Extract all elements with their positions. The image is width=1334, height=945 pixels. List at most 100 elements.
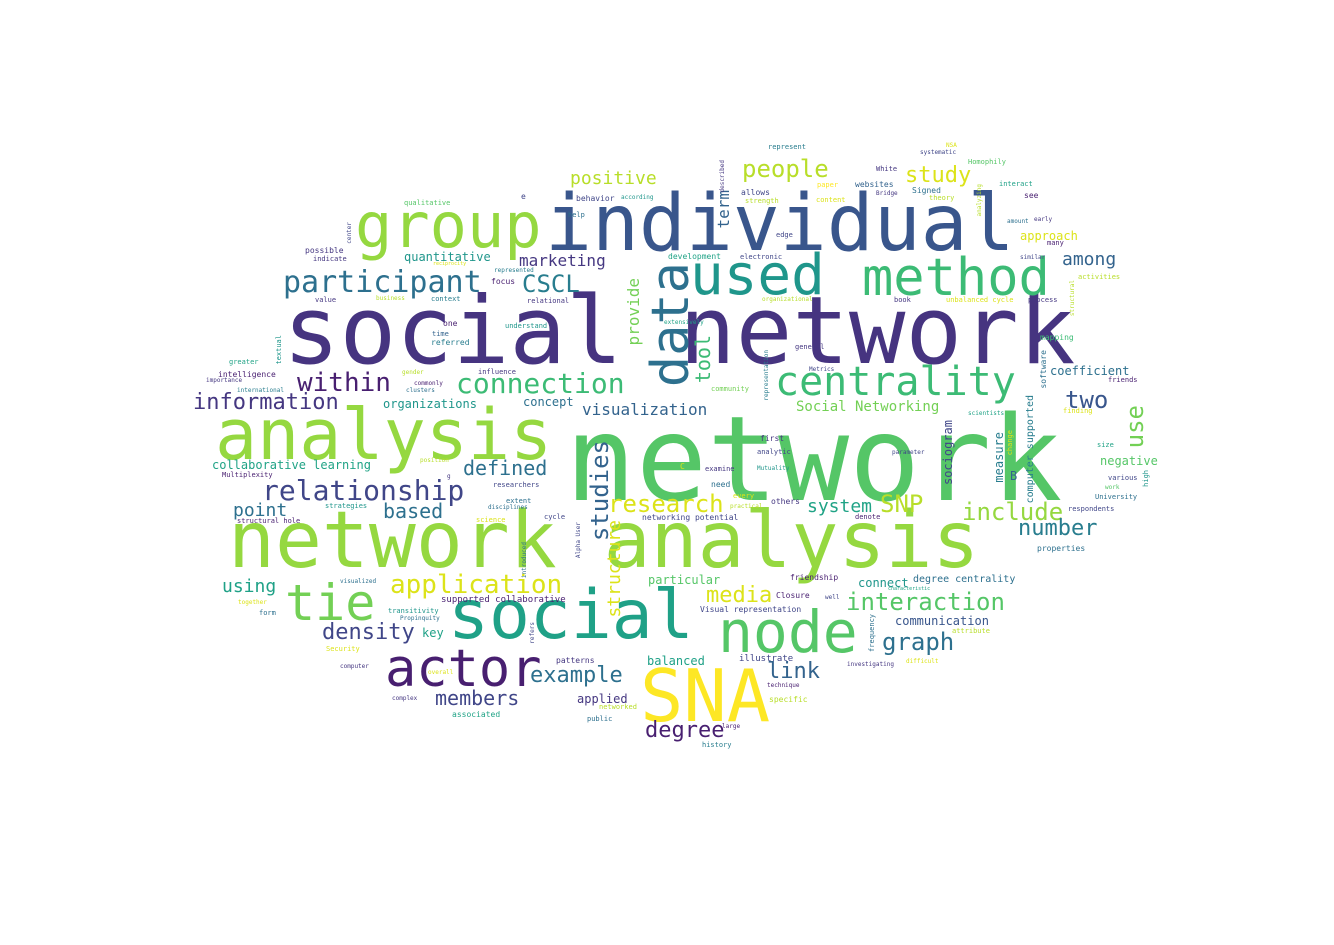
cloud-word: understand: [505, 322, 548, 330]
cloud-word: one: [443, 319, 458, 328]
cloud-word: communication: [895, 614, 989, 628]
cloud-word: network analysis: [228, 496, 980, 586]
cloud-word: together: [238, 599, 267, 606]
cloud-word: analyzing: [976, 184, 983, 217]
cloud-word: websites: [855, 180, 894, 189]
cloud-word: large: [722, 723, 741, 730]
cloud-word: friends: [1108, 376, 1138, 384]
cloud-word: collaborative learning: [212, 458, 371, 472]
cloud-word: respondents: [1068, 505, 1115, 513]
cloud-word: Signed: [912, 186, 941, 195]
cloud-word: need: [711, 480, 731, 489]
cloud-word: importance: [206, 377, 243, 384]
cloud-word: position: [420, 457, 449, 464]
cloud-word: used: [690, 243, 825, 308]
cloud-word: electronic: [740, 253, 783, 261]
cloud-word: Alpha User: [575, 522, 582, 559]
cloud-word: network: [565, 390, 1063, 528]
cloud-word: key: [422, 626, 444, 640]
cloud-word: particular: [648, 573, 721, 587]
cloud-word: development: [668, 252, 721, 261]
cloud-word: supported collaborative: [441, 595, 566, 605]
cloud-word: term: [714, 190, 733, 229]
cloud-word: White: [876, 165, 898, 173]
cloud-word: Multiplexity: [222, 471, 273, 479]
cloud-word: tool: [691, 335, 715, 384]
cloud-word: behavior: [576, 194, 615, 203]
cloud-word: theory: [929, 194, 955, 202]
cloud-word: defined: [463, 456, 548, 480]
cloud-word: within: [297, 368, 391, 398]
cloud-word: strategies: [325, 502, 368, 510]
cloud-word: researchers: [493, 481, 540, 489]
cloud-word: organizations: [383, 397, 477, 411]
cloud-word: relational: [527, 297, 570, 305]
cloud-word: positive: [570, 168, 657, 189]
cloud-word: characteristic: [888, 586, 931, 592]
cloud-word: history: [702, 741, 732, 749]
cloud-word: influence: [478, 368, 516, 376]
cloud-word: mapping: [1040, 333, 1074, 342]
cloud-word: tie: [285, 574, 376, 632]
cloud-word: individual: [545, 179, 1015, 269]
cloud-word: relationship: [262, 474, 465, 507]
cloud-word: analysis: [215, 394, 553, 476]
cloud-word: C: [680, 462, 685, 471]
cloud-word: node: [718, 598, 858, 666]
cloud-word: Visual representation: [700, 605, 802, 614]
cloud-word: members: [435, 686, 520, 710]
cloud-word: Homophily: [968, 158, 1006, 166]
cloud-word: media: [706, 583, 773, 608]
cloud-word: science: [476, 516, 506, 524]
cloud-word: finding: [1063, 407, 1093, 415]
cloud-word: g: [447, 473, 451, 480]
cloud-word: Propinquity: [400, 615, 440, 622]
cloud-word: transitivity: [388, 607, 439, 615]
cloud-word: information: [193, 390, 339, 415]
cloud-word: content: [816, 196, 846, 204]
cloud-word: various: [1108, 474, 1138, 482]
cloud-word: represent: [768, 143, 806, 151]
cloud-word: practical: [730, 503, 763, 510]
cloud-word: amount: [1007, 218, 1029, 225]
cloud-word: book: [894, 296, 911, 304]
cloud-word: properties: [1037, 544, 1086, 553]
cloud-word: point: [233, 500, 288, 521]
cloud-word: investigating: [847, 661, 894, 668]
cloud-word: example: [530, 663, 623, 688]
cloud-word: commonly: [414, 380, 443, 387]
cloud-word: many: [1047, 239, 1064, 247]
cloud-word: first: [760, 434, 785, 443]
cloud-word: networking potential: [642, 513, 739, 522]
cloud-word: technique: [767, 682, 800, 689]
cloud-word: scientists: [968, 410, 1005, 417]
cloud-word: e: [521, 192, 526, 201]
cloud-word: organizational: [762, 296, 813, 303]
cloud-word: reciprocity: [433, 261, 467, 267]
cloud-word: intelligence: [218, 370, 276, 379]
cloud-word: early: [1034, 216, 1053, 223]
cloud-word: center: [346, 222, 353, 244]
cloud-word: structural hole: [237, 517, 301, 525]
cloud-word: possible: [305, 246, 344, 255]
cloud-word: computer: [340, 663, 369, 670]
cloud-word: CSCL: [522, 270, 580, 298]
cloud-word: time: [432, 330, 449, 338]
cloud-word: B: [1010, 469, 1018, 483]
cloud-word: gender: [402, 369, 424, 376]
cloud-word: denote: [855, 513, 881, 521]
cloud-word: group: [355, 189, 542, 262]
cloud-word: represented: [494, 267, 534, 274]
cloud-word: structure: [604, 520, 625, 618]
cloud-word: value: [315, 296, 337, 304]
cloud-word: interaction: [846, 588, 1005, 616]
cloud-word: complex: [392, 695, 418, 702]
cloud-word: well: [825, 594, 840, 601]
cloud-word: graph: [882, 628, 955, 656]
cloud-word: measure: [992, 432, 1006, 483]
cloud-word: applied: [577, 692, 628, 706]
cloud-word: SNP: [880, 490, 924, 518]
cloud-word: representation: [763, 350, 770, 401]
cloud-word: see: [1024, 191, 1039, 200]
